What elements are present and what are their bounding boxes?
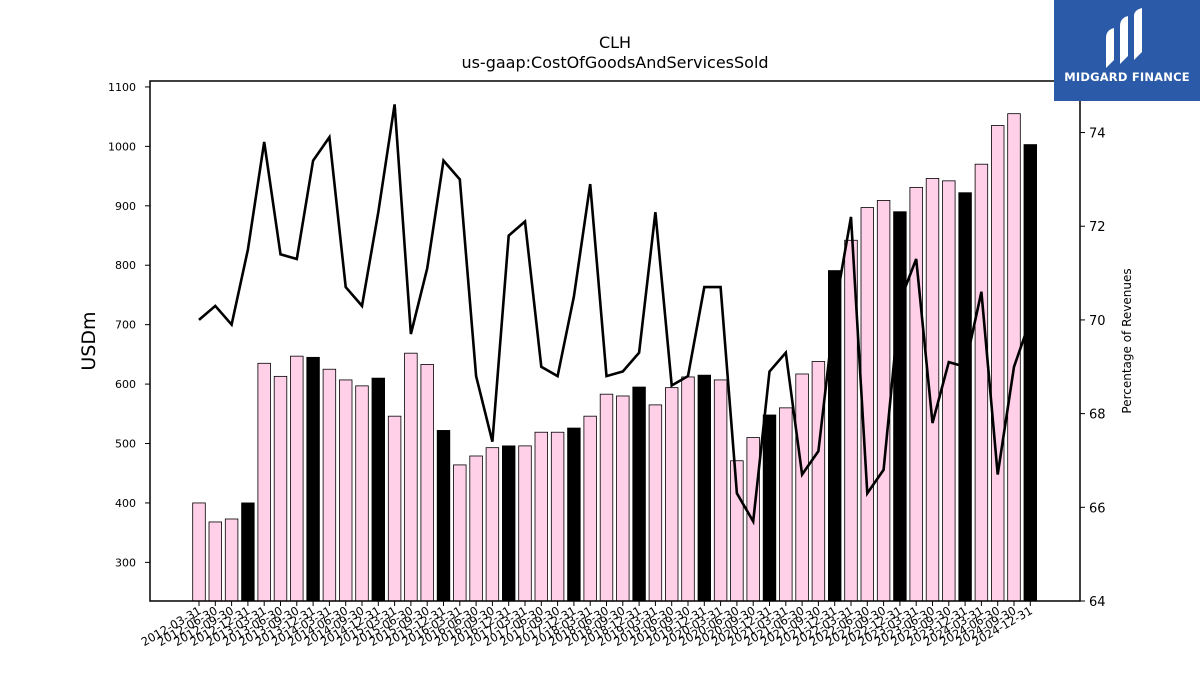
y2-tick-label-70: 70 — [1089, 314, 1106, 329]
bar-2022-09-30 — [876, 200, 891, 602]
y2-tick-label-66: 66 — [1089, 501, 1106, 516]
bar-2018-06-30 — [599, 393, 614, 602]
bar-2014-06-30 — [338, 379, 353, 602]
bar-2019-06-30 — [665, 387, 679, 602]
y-tick-label-1000: 1000 — [108, 140, 136, 153]
percentage-line — [198, 104, 1032, 526]
y-tick-label-1100: 1100 — [108, 81, 136, 94]
x-axis: 2012-03-312012-06-302012-09-302012-12-31… — [139, 601, 1035, 649]
logo-text: MIDGARD FINANCE — [1064, 70, 1190, 84]
y-tick-label-900: 900 — [115, 200, 136, 213]
bar-2018-09-30 — [616, 395, 630, 602]
bar-2024-06-30 — [991, 125, 1005, 602]
bar-2015-09-30 — [420, 364, 434, 602]
bar-2013-06-30 — [273, 375, 288, 602]
bar-2019-03-31 — [648, 404, 663, 602]
bar-2021-06-30 — [795, 373, 809, 602]
bar-2012-03-31 — [192, 502, 206, 602]
bar-2020-03-31 — [713, 379, 728, 602]
bar-2015-03-31 — [387, 415, 402, 602]
bar-2016-03-31 — [453, 464, 467, 602]
chart-title: CLH — [599, 33, 631, 52]
bar-2021-03-31 — [779, 407, 793, 602]
bar-2017-12-31 — [567, 427, 581, 602]
y-tick-label-400: 400 — [115, 497, 136, 510]
bar-2018-03-31 — [583, 415, 597, 602]
bar-2017-09-30 — [550, 431, 565, 602]
percentage-line-series — [198, 104, 1032, 526]
bar-2022-12-31 — [893, 211, 907, 602]
y-axis-label: USDm — [78, 311, 100, 370]
y-axis-left: 300 400 500 600 700 800 900 1000 1100 — [108, 81, 150, 569]
bar-2019-12-31 — [697, 374, 712, 602]
bar-2015-12-31 — [436, 430, 451, 602]
y-tick-label-500: 500 — [115, 438, 136, 451]
bar-2012-06-30 — [208, 521, 223, 602]
chart-subtitle: us-gaap:CostOfGoodsAndServicesSold — [461, 53, 768, 72]
y-tick-label-600: 600 — [115, 378, 136, 391]
y-tick-label-800: 800 — [115, 259, 136, 272]
bar-2019-09-30 — [681, 376, 695, 602]
y2-axis-label: Percentage of Revenues — [1120, 268, 1134, 413]
bar-2015-06-30 — [404, 352, 418, 602]
bar-2013-03-31 — [257, 362, 271, 602]
bar-2018-12-31 — [632, 386, 646, 602]
y2-tick-label-72: 72 — [1089, 220, 1106, 235]
bar-2024-12-31 — [1023, 144, 1038, 602]
bar-2023-09-30 — [942, 180, 956, 602]
bar-2023-03-31 — [909, 186, 923, 602]
bar-2012-12-31 — [241, 502, 255, 602]
bar-2016-09-30 — [485, 447, 500, 602]
bar-2012-09-30 — [224, 518, 239, 602]
y-tick-label-700: 700 — [115, 319, 136, 332]
bar-series — [192, 113, 1038, 602]
bar-2016-06-30 — [469, 455, 483, 602]
bar-2017-06-30 — [534, 431, 549, 602]
bar-2020-12-31 — [762, 414, 777, 602]
y2-tick-label-68: 68 — [1089, 408, 1106, 423]
y-axis-right: 64 66 68 70 72 74 — [1080, 127, 1106, 610]
bar-2014-09-30 — [355, 385, 369, 602]
bar-2024-03-31 — [974, 163, 989, 602]
bar-2014-03-31 — [322, 368, 337, 602]
y-tick-label-300: 300 — [115, 556, 136, 569]
y2-tick-label-74: 74 — [1089, 127, 1106, 142]
logo-mark-icon — [1106, 8, 1142, 68]
bar-2014-12-31 — [371, 377, 386, 602]
plot-frame — [149, 80, 1081, 602]
bar-2021-09-30 — [811, 361, 826, 602]
y2-tick-label-64: 64 — [1089, 595, 1106, 610]
bar-2023-12-31 — [958, 192, 972, 602]
midgard-finance-logo: MIDGARD FINANCE — [1054, 0, 1200, 101]
bar-2013-12-31 — [306, 356, 320, 602]
bar-2017-03-31 — [518, 445, 532, 602]
bar-2013-09-30 — [290, 355, 304, 602]
bar-2016-12-31 — [501, 445, 516, 602]
